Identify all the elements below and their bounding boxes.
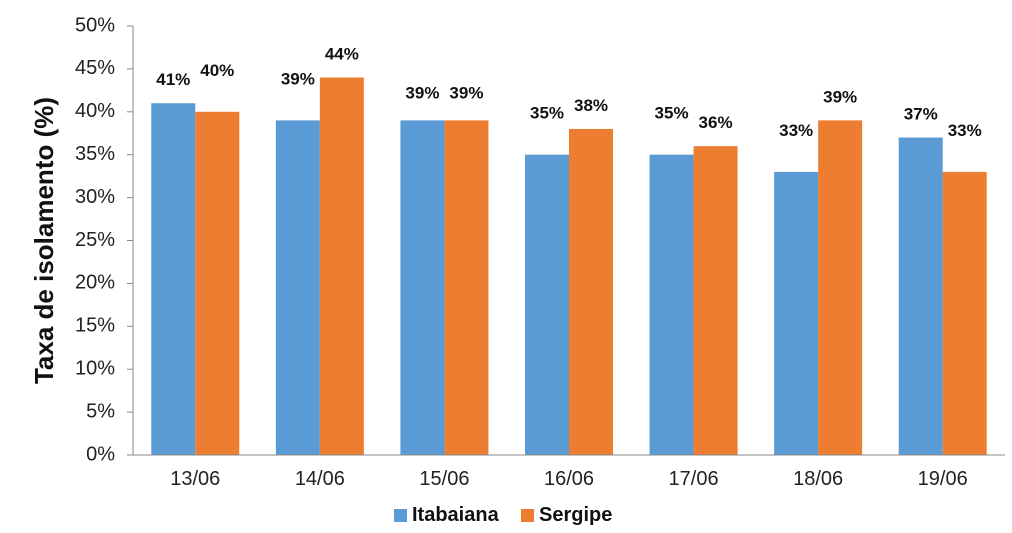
y-tick-label: 45% <box>75 57 115 79</box>
legend-label-sergipe: Sergipe <box>539 504 612 526</box>
y-tick-label: 30% <box>75 186 115 208</box>
y-tick-label: 10% <box>75 357 115 379</box>
bar-itabaiana-14-06 <box>275 120 320 455</box>
bar-sergipe-13-06 <box>195 111 240 456</box>
data-label-itabaiana: 33% <box>779 121 813 140</box>
y-tick-label: 5% <box>86 400 115 422</box>
y-tick-label: 40% <box>75 100 115 122</box>
bar-itabaiana-17-06 <box>649 154 694 455</box>
x-axis-categories: 13/06 14/06 15/06 16/06 17/06 18/06 19/06 <box>170 468 967 490</box>
legend-swatch-itabaiana <box>394 509 407 522</box>
y-axis-title-group: Taxa de isolamento (%) <box>29 97 59 384</box>
x-category-label: 14/06 <box>295 468 345 490</box>
x-category-label: 19/06 <box>918 468 968 490</box>
bar-itabaiana-18-06 <box>774 171 819 456</box>
y-tick-label: 20% <box>75 272 115 294</box>
y-tick-label: 50% <box>75 14 115 36</box>
bar-sergipe-15-06 <box>444 120 489 455</box>
bar-itabaiana-13-06 <box>151 103 196 455</box>
legend-label-itabaiana: Itabaiana <box>412 504 500 526</box>
data-label-itabaiana: 41% <box>156 70 190 89</box>
data-label-itabaiana: 35% <box>655 104 689 123</box>
y-tick-label: 35% <box>75 143 115 165</box>
data-label-sergipe: 38% <box>574 96 608 115</box>
bar-itabaiana-19-06 <box>898 137 943 456</box>
data-label-sergipe: 36% <box>699 113 733 132</box>
bars <box>151 77 987 456</box>
legend-swatch-sergipe <box>521 509 534 522</box>
y-axis-ticks: 0% 5% 10% 15% 20% 25% 30% 35% 40% 45% 50% <box>75 14 133 465</box>
bar-itabaiana-15-06 <box>400 120 445 455</box>
data-label-itabaiana: 35% <box>530 104 564 123</box>
x-category-label: 15/06 <box>419 468 469 490</box>
data-label-itabaiana: 39% <box>281 69 315 88</box>
bar-sergipe-14-06 <box>319 77 364 455</box>
data-label-itabaiana: 39% <box>405 83 439 102</box>
y-tick-label: 25% <box>75 229 115 251</box>
data-label-sergipe: 33% <box>948 121 982 140</box>
y-tick-label: 0% <box>86 443 115 465</box>
data-label-itabaiana: 37% <box>904 105 938 124</box>
bar-sergipe-17-06 <box>693 146 738 455</box>
legend: Itabaiana Sergipe <box>394 504 612 526</box>
x-category-label: 18/06 <box>793 468 843 490</box>
bar-sergipe-16-06 <box>569 128 613 455</box>
data-labels: 41% 40% 39% 44% 39% 39% 35% 38% 35% 36% 33% 39% 37% 3… <box>156 44 981 139</box>
x-category-label: 17/06 <box>669 468 719 490</box>
y-tick-label: 15% <box>75 315 115 337</box>
bar-sergipe-18-06 <box>818 120 863 455</box>
data-label-sergipe: 39% <box>823 87 857 106</box>
data-label-sergipe: 39% <box>449 83 483 102</box>
bar-sergipe-19-06 <box>942 171 987 456</box>
x-category-label: 16/06 <box>544 468 594 490</box>
y-axis-title: Taxa de isolamento (%) <box>29 97 59 384</box>
x-category-label: 13/06 <box>170 468 220 490</box>
data-label-sergipe: 40% <box>200 61 234 80</box>
data-label-sergipe: 44% <box>325 44 359 63</box>
bar-itabaiana-16-06 <box>525 154 569 455</box>
